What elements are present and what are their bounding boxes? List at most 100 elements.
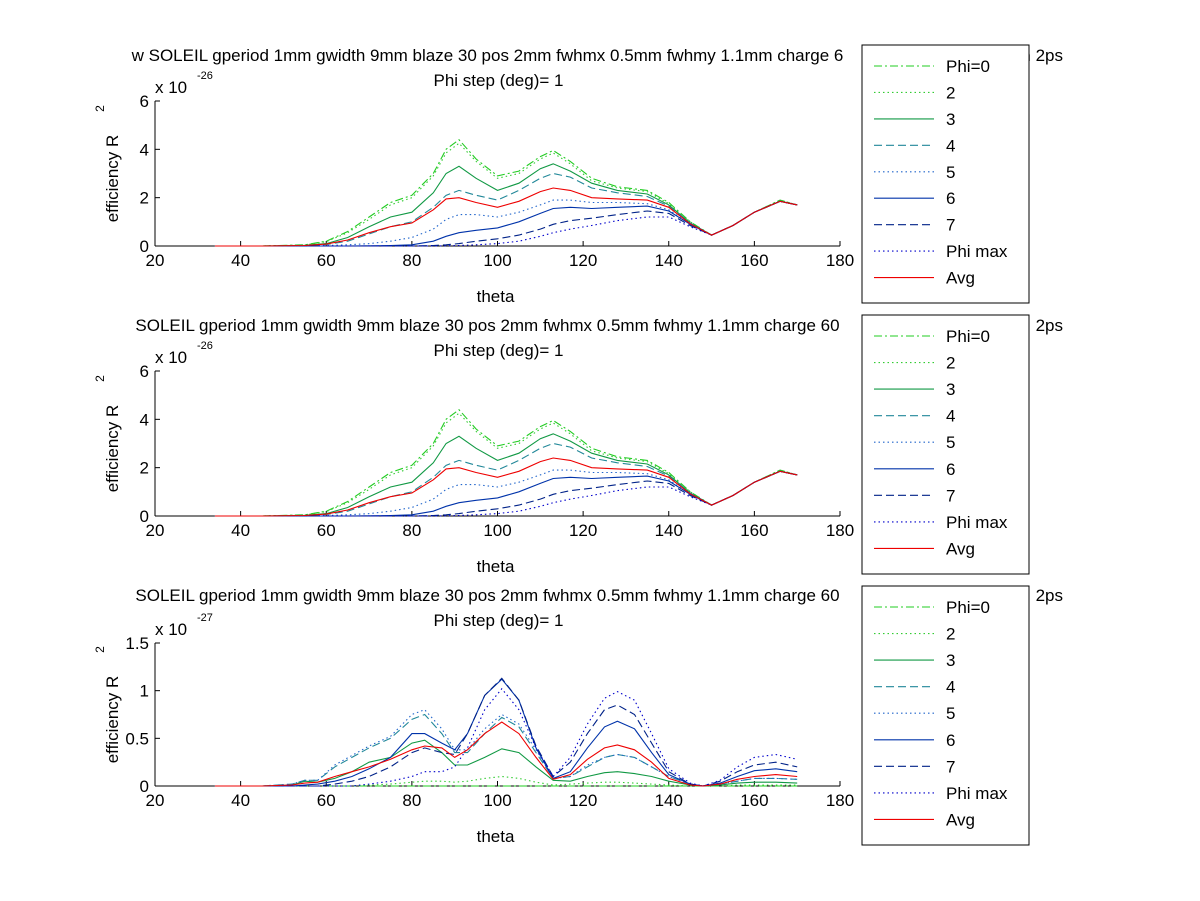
y-axis-label-superscript: 2 xyxy=(93,646,107,653)
series-line-avg xyxy=(214,721,798,787)
x-tick-label: 80 xyxy=(402,521,421,540)
y-multiplier-exponent: -27 xyxy=(197,612,213,624)
chart-title-line1-tail: 2ps xyxy=(1036,586,1063,605)
chart-title-line1-tail: n 2ps xyxy=(1021,46,1063,65)
x-tick-label: 160 xyxy=(740,521,768,540)
y-multiplier: x 10 xyxy=(155,348,187,367)
x-tick-label: 20 xyxy=(146,791,165,810)
legend-label: Avg xyxy=(946,539,975,558)
legend-label: 2 xyxy=(946,354,955,373)
series-line-2 xyxy=(214,412,798,517)
series-line-5 xyxy=(214,469,798,517)
chart-panel-3: 20 40 60 80 100 120 140 160 180 0 0.5 1 1.5 x 10 -27 th… xyxy=(93,585,1063,846)
x-tick-label: 60 xyxy=(317,251,336,270)
legend-label: 3 xyxy=(946,651,955,670)
x-tick-label: 40 xyxy=(231,521,250,540)
series-line-avg xyxy=(214,187,798,247)
y-tick-label: 1.5 xyxy=(125,634,149,653)
x-tick-label: 120 xyxy=(569,251,597,270)
legend-label: 7 xyxy=(946,757,955,776)
x-tick-label: 20 xyxy=(146,251,165,270)
y-tick-label: 6 xyxy=(140,362,149,381)
legend-box xyxy=(861,44,1030,304)
chart-panel-2: 20 40 60 80 100 120 140 160 180 0 2 4 6 x 10 -26 theta e… xyxy=(93,314,1063,576)
x-tick-label: 80 xyxy=(402,791,421,810)
legend: Phi=0 2 3 4 5 6 7 Phi max Avg xyxy=(861,44,1030,304)
legend: Phi=0 2 3 4 5 6 7 Phi max Avg xyxy=(861,585,1030,846)
legend-label: 5 xyxy=(946,433,955,452)
y-multiplier: x 10 xyxy=(155,78,187,97)
chart-title-line1-tail: 2ps xyxy=(1036,316,1063,335)
chart-title-line2: Phi step (deg)= 1 xyxy=(434,611,564,630)
legend-label: Phi max xyxy=(946,784,1008,803)
x-tick-label: 100 xyxy=(483,791,511,810)
x-tick-label: 140 xyxy=(655,251,683,270)
y-axis-label-superscript: 2 xyxy=(93,105,107,112)
legend-label: 5 xyxy=(946,704,955,723)
legend-label: 2 xyxy=(946,625,955,644)
legend-label: 6 xyxy=(946,460,955,479)
series-line-phi-max xyxy=(214,470,798,517)
series-line-phi-max xyxy=(214,200,798,247)
legend-box xyxy=(861,585,1030,846)
x-tick-label: 120 xyxy=(569,521,597,540)
x-tick-label: 120 xyxy=(569,791,597,810)
legend-label: 6 xyxy=(946,731,955,750)
legend-label: Avg xyxy=(946,269,975,288)
y-multiplier: x 10 xyxy=(155,620,187,639)
x-tick-label: 180 xyxy=(826,791,854,810)
series-line-phi-max xyxy=(214,687,798,787)
y-tick-label: 0 xyxy=(140,507,149,526)
x-tick-label: 60 xyxy=(317,521,336,540)
legend-label: 2 xyxy=(946,83,955,102)
x-tick-label: 180 xyxy=(826,251,854,270)
chart-title-line1: SOLEIL gperiod 1mm gwidth 9mm blaze 30 p… xyxy=(135,586,839,605)
x-axis-label: theta xyxy=(477,287,515,306)
x-tick-label: 160 xyxy=(740,251,768,270)
x-axis-label: theta xyxy=(477,827,515,846)
y-tick-label: 4 xyxy=(140,410,149,429)
series-line-5 xyxy=(214,709,798,787)
x-tick-label: 180 xyxy=(826,521,854,540)
legend-label: Phi max xyxy=(946,513,1008,532)
chart-title-line2: Phi step (deg)= 1 xyxy=(434,71,564,90)
y-tick-label: 0 xyxy=(140,777,149,796)
y-axis-label: efficiency R xyxy=(103,405,122,493)
x-tick-label: 60 xyxy=(317,791,336,810)
legend-label: 4 xyxy=(946,678,955,697)
y-multiplier-exponent: -26 xyxy=(197,70,213,82)
legend-label: 4 xyxy=(946,407,955,426)
x-tick-label: 40 xyxy=(231,251,250,270)
x-tick-label: 100 xyxy=(483,521,511,540)
legend-label: Phi=0 xyxy=(946,327,990,346)
legend-label: Phi=0 xyxy=(946,57,990,76)
series-line-5 xyxy=(214,199,798,247)
legend-label: 7 xyxy=(946,216,955,235)
series-line-7 xyxy=(214,677,798,787)
y-tick-label: 0.5 xyxy=(125,729,149,748)
series-line-2 xyxy=(214,142,798,247)
chart-title-line1: w SOLEIL gperiod 1mm gwidth 9mm blaze 30… xyxy=(131,46,844,65)
x-axis-label: theta xyxy=(477,557,515,576)
y-axis-label: efficiency R xyxy=(103,135,122,223)
chart-title-line2: Phi step (deg)= 1 xyxy=(434,341,564,360)
y-tick-label: 1 xyxy=(140,682,149,701)
legend: Phi=0 2 3 4 5 6 7 Phi max Avg xyxy=(861,314,1030,575)
chart-title-line1: SOLEIL gperiod 1mm gwidth 9mm blaze 30 p… xyxy=(135,316,839,335)
legend-label: Avg xyxy=(946,810,975,829)
x-tick-label: 80 xyxy=(402,251,421,270)
chart-panel-1: 20 40 60 80 100 120 140 160 180 0 2 4 6 x 10 -26 theta e… xyxy=(93,44,1063,306)
y-axis-label-superscript: 2 xyxy=(93,375,107,382)
legend-label: Phi max xyxy=(946,242,1008,261)
y-tick-label: 0 xyxy=(140,237,149,256)
legend-label: Phi=0 xyxy=(946,598,990,617)
legend-label: 6 xyxy=(946,189,955,208)
x-tick-label: 140 xyxy=(655,791,683,810)
y-tick-label: 6 xyxy=(140,92,149,111)
y-axis-label: efficiency R xyxy=(103,676,122,764)
series-line-phi-0 xyxy=(214,408,798,517)
y-tick-label: 2 xyxy=(140,189,149,208)
legend-label: 4 xyxy=(946,136,955,155)
legend-box xyxy=(861,314,1030,575)
